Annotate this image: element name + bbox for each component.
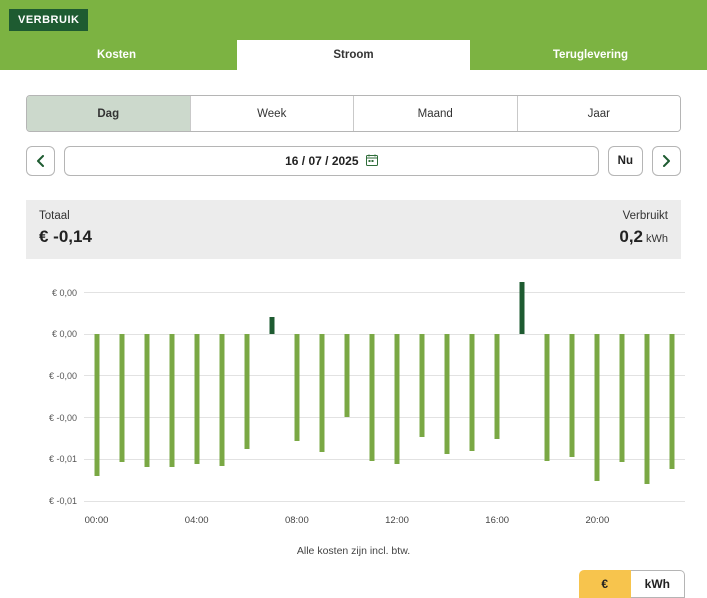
bar[interactable] — [344, 334, 349, 417]
date-picker-field[interactable]: 16 / 07 / 2025 — [64, 146, 599, 176]
bar[interactable] — [94, 334, 99, 476]
bar[interactable] — [395, 334, 400, 464]
y-axis-tick-label: € -0,00 — [49, 371, 77, 381]
content: Dag Week Maand Jaar 16 / 07 / 2025 Nu — [0, 95, 707, 557]
bar[interactable] — [294, 334, 299, 441]
tab-stroom[interactable]: Stroom — [237, 40, 470, 70]
x-axis-tick-label: 20:00 — [585, 515, 609, 526]
bar[interactable] — [470, 334, 475, 451]
y-axis-tick-label: € -0,01 — [49, 454, 77, 464]
x-axis-tick-label: 12:00 — [385, 515, 409, 526]
cost-bar-chart: € 0,00€ 0,00€ -0,00€ -0,00€ -0,01€ -0,01 — [84, 277, 685, 509]
x-axis-tick-label: 16:00 — [485, 515, 509, 526]
total-label: Totaal — [39, 210, 92, 222]
top-header: VERBRUIK Kosten Stroom Teruglevering — [0, 0, 707, 70]
period-option-jaar[interactable]: Jaar — [518, 96, 681, 131]
app-logo: VERBRUIK — [9, 9, 88, 31]
euro-toggle-button[interactable]: € — [579, 570, 631, 598]
period-option-week[interactable]: Week — [191, 96, 355, 131]
calendar-icon — [366, 154, 378, 169]
bar[interactable] — [670, 334, 675, 469]
bar[interactable] — [244, 334, 249, 449]
used-value: 0,2kWh — [619, 227, 668, 247]
bar[interactable] — [369, 334, 374, 461]
x-axis-tick-label: 04:00 — [185, 515, 209, 526]
bar[interactable] — [194, 334, 199, 464]
chevron-right-icon — [662, 155, 671, 167]
verbruik-app: VERBRUIK Kosten Stroom Teruglevering Dag… — [0, 0, 707, 598]
bar[interactable] — [570, 334, 575, 458]
bar[interactable] — [445, 334, 450, 454]
period-selector: Dag Week Maand Jaar — [26, 95, 681, 132]
bar[interactable] — [595, 334, 600, 481]
bar[interactable] — [169, 334, 174, 468]
used-block: Verbruikt 0,2kWh — [619, 210, 668, 247]
y-axis-tick-label: € -0,00 — [49, 413, 77, 423]
bar[interactable] — [119, 334, 124, 463]
y-axis-tick-label: € 0,00 — [52, 288, 77, 298]
bar[interactable] — [620, 334, 625, 463]
bar[interactable] — [645, 334, 650, 484]
bar[interactable] — [219, 334, 224, 466]
y-axis-tick-label: € 0,00 — [52, 329, 77, 339]
summary-strip: Totaal € -0,14 Verbruikt 0,2kWh — [26, 200, 681, 259]
date-navigation: 16 / 07 / 2025 Nu — [26, 145, 681, 177]
x-axis-tick-label: 08:00 — [285, 515, 309, 526]
period-option-maand[interactable]: Maand — [354, 96, 518, 131]
now-button[interactable]: Nu — [608, 146, 643, 176]
x-axis-tick-label: 00:00 — [85, 515, 109, 526]
tab-teruglevering[interactable]: Teruglevering — [474, 40, 707, 70]
next-day-button[interactable] — [652, 146, 681, 176]
bar[interactable] — [495, 334, 500, 439]
vat-footnote: Alle kosten zijn incl. btw. — [0, 545, 707, 557]
y-axis-tick-label: € -0,01 — [49, 496, 77, 506]
bar[interactable] — [269, 317, 274, 334]
kwh-toggle-button[interactable]: kWh — [631, 570, 685, 598]
period-option-dag[interactable]: Dag — [27, 96, 191, 131]
bar[interactable] — [420, 334, 425, 437]
used-label: Verbruikt — [619, 210, 668, 222]
gridline: € 0,00 — [84, 292, 685, 293]
total-value: € -0,14 — [39, 227, 92, 247]
gridline: € -0,01 — [84, 501, 685, 502]
main-tabs: Kosten Stroom Teruglevering — [0, 40, 707, 70]
chart-x-axis: 00:00 04:00 08:00 12:00 16:00 20:00 — [84, 515, 685, 529]
bar[interactable] — [319, 334, 324, 453]
bar[interactable] — [144, 334, 149, 468]
bar[interactable] — [520, 282, 525, 334]
date-value: 16 / 07 / 2025 — [285, 154, 358, 168]
chevron-left-icon — [36, 155, 45, 167]
used-unit: kWh — [646, 233, 668, 245]
bar[interactable] — [545, 334, 550, 461]
total-block: Totaal € -0,14 — [39, 210, 92, 247]
unit-toggle: € kWh — [579, 570, 685, 598]
tab-kosten[interactable]: Kosten — [0, 40, 233, 70]
previous-day-button[interactable] — [26, 146, 55, 176]
